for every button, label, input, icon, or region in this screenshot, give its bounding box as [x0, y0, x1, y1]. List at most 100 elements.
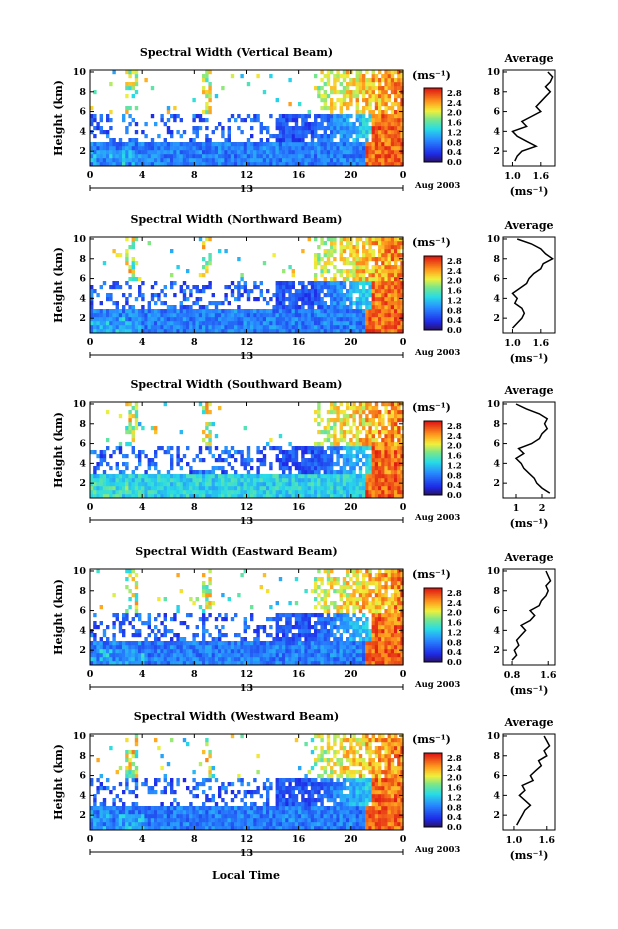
heatmap-cell [384, 277, 388, 282]
heatmap-cell [102, 482, 107, 487]
heatmap-cell [259, 281, 263, 286]
heatmap-cell [269, 617, 273, 622]
heatmap-cell [358, 466, 363, 471]
heatmap-cell [205, 645, 209, 650]
heatmap-cell [128, 589, 132, 594]
heatmap-cell [125, 261, 129, 266]
heatmap-cell [362, 114, 366, 119]
heatmap-cell [240, 285, 244, 290]
heatmap-cell [115, 661, 119, 666]
heatmap-cell [278, 281, 283, 286]
heatmap-cell [358, 281, 363, 286]
heatmap-cell [93, 661, 97, 666]
heatmap-cell [125, 613, 129, 618]
heatmap-cell [163, 649, 167, 654]
heatmap-cell [282, 321, 286, 326]
heatmap-cell [106, 293, 110, 298]
heatmap-cell [333, 482, 337, 487]
heatmap-cell [282, 114, 286, 119]
heatmap-cell [326, 633, 331, 638]
heatmap-cell [269, 446, 273, 451]
heatmap-cell [378, 273, 382, 278]
heatmap-cell [102, 657, 107, 662]
heatmap-cell [320, 633, 324, 638]
heatmap-cell [387, 138, 391, 143]
heatmap-cell [397, 237, 401, 242]
heatmap-cell [365, 418, 369, 423]
heatmap-cell [250, 617, 254, 622]
heatmap-cell [93, 126, 97, 131]
heatmap-cell [131, 426, 135, 431]
heatmap-cell [128, 426, 132, 431]
heatmap-cell [115, 653, 119, 658]
heatmap-cell [99, 329, 103, 334]
heatmap-cell [278, 577, 283, 582]
heatmap-cell [394, 309, 398, 314]
heatmap-cell [227, 154, 231, 159]
heatmap-cell [352, 289, 356, 294]
heatmap-cell [125, 577, 129, 582]
heatmap-cell [150, 486, 155, 491]
heatmap-cell [147, 482, 151, 487]
heatmap-cell [342, 434, 347, 439]
heatmap-cell [176, 462, 180, 467]
heatmap-cell [317, 454, 321, 459]
heatmap-cell [387, 158, 391, 163]
heatmap-cell [275, 494, 279, 499]
heatmap-cell [189, 482, 193, 487]
heatmap-cell [317, 446, 321, 451]
heatmap-cell [362, 277, 366, 282]
heatmap-cell [394, 265, 398, 270]
heatmap-cell [173, 329, 177, 334]
heatmap-cell [109, 490, 113, 495]
heatmap-cell [352, 90, 356, 95]
heatmap-cell [346, 637, 350, 642]
heatmap-cell [326, 609, 331, 614]
heatmap-cell [394, 414, 398, 419]
heatmap-cell [314, 450, 318, 455]
heatmap-cell [275, 281, 279, 286]
heatmap-cell [336, 301, 340, 306]
heatmap-cell [138, 633, 142, 638]
colorbar-step [424, 258, 442, 261]
heatmap-cell [330, 126, 334, 131]
heatmap-cell [330, 305, 334, 310]
heatmap-cell [358, 482, 363, 487]
heatmap-cell [333, 130, 337, 135]
heatmap-cell [314, 410, 318, 415]
heatmap-cell [397, 130, 401, 135]
heatmap-cell [259, 289, 263, 294]
heatmap-cell [227, 313, 231, 318]
heatmap-cell [154, 625, 158, 630]
heatmap-cell [134, 82, 139, 87]
heatmap-cell [298, 474, 302, 479]
heatmap-cell [346, 609, 350, 614]
heatmap-cell [282, 325, 286, 330]
heatmap-cell [96, 122, 100, 127]
heatmap-cell [384, 82, 388, 87]
heatmap-cell [134, 426, 139, 431]
heatmap-cell [198, 657, 203, 662]
heatmap-cell [221, 158, 225, 163]
heatmap-cell [262, 641, 267, 646]
heatmap-cell [99, 490, 103, 495]
heatmap-cell [224, 249, 228, 254]
heatmap-cell [288, 450, 292, 455]
heatmap-cell [218, 645, 222, 650]
heatmap-cell [387, 317, 391, 322]
heatmap-cell [349, 470, 353, 475]
heatmap-cell [310, 289, 315, 294]
heatmap-cell [186, 474, 190, 479]
heatmap-cell [336, 577, 340, 582]
heatmap-cell [346, 645, 350, 650]
heatmap-cell [221, 130, 225, 135]
heatmap-cell [99, 641, 103, 646]
heatmap-cell [170, 454, 174, 459]
heatmap-cell [163, 154, 167, 159]
heatmap-cell [141, 621, 145, 626]
heatmap-cell [102, 633, 107, 638]
heatmap-cell [326, 134, 331, 139]
heatmap-cell [390, 442, 395, 447]
heatmap-cell [314, 114, 318, 119]
heatmap-cell [374, 474, 379, 479]
